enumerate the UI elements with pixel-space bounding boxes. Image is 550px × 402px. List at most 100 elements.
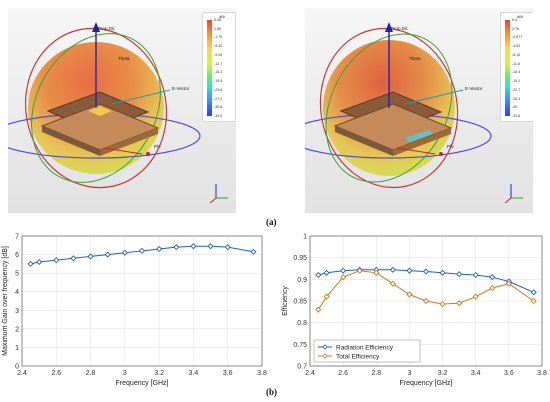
colorbar-tick-label: -30 (512, 105, 518, 110)
data-point (323, 269, 330, 276)
data-point (190, 243, 197, 250)
colorbar-tick-label: -33.6 (512, 114, 521, 118)
data-point (472, 271, 479, 279)
plot-frame (21, 235, 263, 367)
x-tick-label: 3.4 (471, 370, 481, 377)
y-tick-label: 6 (15, 252, 19, 259)
colorbar-tick-label: -15.4 (512, 70, 521, 75)
colorbar-tick-label: -5.42 (214, 44, 223, 49)
colorbar-tick-label: -27.2 (214, 96, 223, 101)
radiation-pattern-right: Prop.Dir. Theta E-Vector Phi dBi 6.4 2.76… (305, 8, 533, 213)
data-point (340, 274, 347, 281)
legend (313, 339, 421, 363)
colorbar-tick-label: -1.79 (214, 35, 223, 40)
data-point (472, 293, 479, 300)
x-axis-label: Frequency [GHz] (400, 380, 453, 387)
data-point (87, 253, 94, 260)
y-tick-label: 0.7 (297, 364, 307, 371)
data-point (406, 291, 413, 298)
pattern-graphic-left: Prop.Dir. Theta E-Vector Phi (8, 22, 228, 204)
colorbar-tick-label: 2.76 (512, 26, 519, 31)
y-tick-label: 0.95 (293, 255, 307, 262)
colorbar-unit: dBi (517, 14, 523, 19)
plot-frame (309, 235, 543, 367)
colorbar-tick-label: 6.4 (512, 18, 517, 22)
subfigure-label-a: (a) (266, 217, 277, 227)
colorbar-left: dBi 5.48 1.85 -1.79 -5.42 -9.05 -12.7 -16.3 -19… (202, 12, 236, 122)
phi-label: Phi (154, 144, 161, 149)
y-tick-label: 0.85 (293, 299, 307, 306)
y-tick-label: 2 (15, 326, 19, 333)
colorbar-tick-label: 1.85 (214, 26, 221, 31)
colorbar-tick-label: -0.877 (512, 35, 523, 40)
data-point (156, 245, 163, 253)
colorbar-gradient (505, 20, 510, 116)
legend-label: Radiation Efficiency (336, 345, 394, 352)
theta-label: Theta (118, 56, 130, 61)
subfigure-label-b: (b) (266, 387, 277, 397)
x-tick-label: 2.6 (51, 370, 61, 377)
y-tick-label: 1 (303, 234, 307, 241)
colorbar-unit: dBi (219, 14, 225, 19)
x-tick-label: 3.8 (257, 370, 267, 377)
data-point (224, 244, 231, 251)
y-tick-label: 0 (15, 364, 19, 371)
gain-chart: 2.4 2.6 2.8 3 3.2 3.4 3.6 3.8 0 1 2 3 4 5 6 7 Frequency … (2, 234, 267, 388)
plot-area (21, 235, 263, 367)
data-point (356, 267, 363, 274)
colorbar-tick-label: -19.9 (214, 79, 223, 84)
x-tick-label: 3 (123, 370, 127, 377)
x-tick-label: 2.4 (17, 370, 27, 377)
data-point (315, 271, 322, 279)
colorbar-tick-label: -23.6 (214, 87, 223, 92)
data-point (121, 249, 128, 256)
colorbar-gradient (207, 20, 212, 116)
y-tick-label: 0.75 (293, 342, 307, 349)
data-point (422, 268, 430, 275)
x-tick-label: 2.6 (338, 370, 348, 377)
x-tick-label: 2.8 (371, 370, 381, 377)
theta-label: Theta (409, 56, 421, 61)
x-tick-label: 2.8 (86, 370, 96, 377)
data-point (340, 267, 347, 274)
y-tick-label: 0.8 (297, 320, 307, 327)
colorbar-tick-label: -12.7 (214, 61, 223, 66)
data-point (173, 244, 180, 251)
colorbar-tick-label: -9.05 (214, 52, 223, 57)
data-point (250, 248, 257, 255)
colorbar-tick-label: -11.8 (512, 61, 520, 66)
x-tick-label: 3 (407, 370, 411, 377)
data-point (456, 300, 463, 307)
y-tick-label: 0.9 (297, 277, 307, 284)
data-point (530, 289, 537, 296)
prop-dir-label: Prop.Dir. (391, 26, 409, 31)
data-point (104, 251, 111, 258)
e-vector-label: E-Vector (465, 86, 483, 91)
data-point (489, 274, 496, 281)
x-tick-label: 3.8 (537, 370, 547, 377)
legend-label: Total Efficiency (336, 354, 380, 361)
radiation-pattern-left: Prop.Dir. Theta E-Vector Phi dBi 5.48 1.8… (8, 8, 236, 213)
x-tick-label: 3.4 (189, 370, 199, 377)
x-tick-label: 3.2 (438, 370, 448, 377)
y-tick-label: 5 (15, 271, 19, 278)
x-tick-label: 2.4 (305, 370, 315, 377)
data-point (373, 269, 380, 276)
data-point (70, 255, 77, 262)
data-point (27, 260, 34, 267)
efficiency-chart: 2.4 2.6 2.8 3 3.2 3.4 3.6 3.8 0.7 0.75 0.8 0.85 0.9 0… (282, 234, 547, 388)
y-tick-label: 4 (15, 289, 19, 296)
data-point (530, 297, 537, 305)
colorbar-tick-label: -16.3 (214, 70, 223, 75)
data-point (456, 271, 463, 278)
colorbar-tick-label: -34.5 (214, 114, 223, 118)
pattern-graphic-right: Prop.Dir. Theta E-Vector Phi (305, 22, 523, 204)
data-point (389, 280, 396, 287)
y-tick-label: 1 (15, 345, 19, 352)
phi-label: Phi (447, 144, 454, 149)
y-axis-label: Maximum Gain over frequency [dB] (2, 246, 9, 356)
e-vector-label: E-Vector (172, 86, 190, 91)
series-line (317, 270, 534, 310)
x-axis-label: Frequency [GHz] (116, 380, 169, 387)
colorbar-tick-label: -30.8 (214, 105, 223, 110)
